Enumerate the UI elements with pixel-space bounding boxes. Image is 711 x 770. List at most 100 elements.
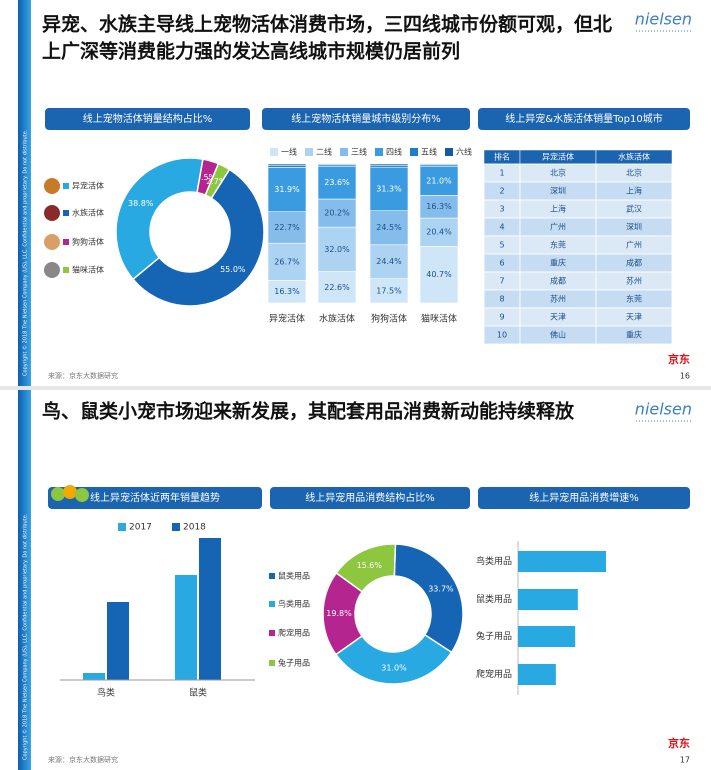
legend-label: 爬宠用品: [278, 628, 310, 638]
table-cell-text: 深圳: [550, 186, 566, 196]
legend-swatch: [305, 148, 313, 156]
side-strip: [18, 0, 31, 386]
section-header-text: 线上异宠用品消费结构占比%: [305, 491, 435, 504]
legend-label: 二线: [316, 147, 332, 157]
legend-label: 狗狗活体: [72, 237, 104, 247]
data-label: 24.5%: [376, 223, 402, 232]
bar: [175, 575, 197, 680]
pie-slice: [393, 543, 464, 654]
section-header: [262, 108, 470, 130]
legend-label: 兔子用品: [278, 658, 310, 668]
pie-slice: [335, 543, 397, 593]
section-header-text: 线上宠物活体销量结构占比%: [83, 112, 213, 125]
table-cell-text: 8: [499, 295, 504, 304]
y-tick-label: 爬宠用品: [476, 668, 512, 680]
table-header: 排名: [494, 152, 510, 162]
data-label: 20.2%: [324, 209, 350, 218]
bar: [518, 589, 578, 610]
section-header: [270, 487, 470, 509]
legend-label: 五线: [421, 147, 437, 157]
table-cell-text: 重庆: [626, 330, 642, 340]
section-header-text: 线上异宠&水族活体销量Top10城市: [505, 112, 662, 125]
logo: nielsen: [635, 10, 692, 29]
section-header: [45, 108, 250, 130]
table-cell-text: 深圳: [626, 222, 642, 232]
table-cell-text: 苏州: [626, 276, 642, 286]
bar-segment: [317, 198, 357, 228]
bar: [518, 551, 606, 572]
data-label: 17.5%: [376, 286, 402, 295]
data-label: 21.0%: [426, 176, 452, 185]
data-label: 19.8%: [326, 609, 352, 618]
data-label: 3.5%: [196, 173, 217, 182]
slide-title: 异宠、水族主导线上宠物活体消费市场，三四线城市份额可观，但北: [42, 13, 612, 36]
y-tick-label: 兔子用品: [476, 630, 512, 642]
legend-label: 异宠活体: [72, 181, 104, 191]
x-tick-label: 猫咪活体: [421, 313, 457, 325]
data-label: 26.7%: [274, 257, 300, 266]
section-header: [478, 108, 690, 130]
table-cell-text: 重庆: [550, 258, 566, 268]
legend-icon: [44, 262, 60, 278]
bar: [199, 538, 221, 680]
bar-segment: [317, 226, 357, 272]
table-cell-text: 东莞: [626, 294, 642, 304]
legend-label: 六线: [456, 147, 472, 157]
data-label: 15.6%: [357, 561, 383, 570]
legend-swatch: [269, 573, 275, 579]
side-strip: [18, 390, 31, 770]
page-number: 16: [680, 372, 690, 381]
data-label: 31.0%: [381, 663, 407, 672]
bar-segment: [369, 163, 409, 166]
legend-label: 三线: [351, 147, 367, 157]
legend-label: 2017: [129, 523, 152, 533]
legend-swatch: [410, 148, 418, 156]
table-cell-text: 东莞: [550, 240, 566, 250]
table-cell-text: 上海: [550, 204, 566, 214]
bar-segment: [317, 163, 357, 166]
bar-segment: [419, 165, 459, 196]
legend-label: 猫咪活体: [72, 265, 104, 275]
x-tick-label: 鸟类: [97, 687, 115, 699]
bar: [518, 626, 576, 647]
table-cell-text: 天津: [550, 312, 566, 322]
bar: [83, 673, 105, 680]
data-label: 31.9%: [274, 185, 300, 194]
table-cell-text: 北京: [550, 168, 566, 178]
table-cell-text: 广州: [550, 222, 566, 232]
data-label: 22.7%: [274, 223, 300, 232]
pie-slice: [334, 633, 453, 685]
legend-swatch: [63, 267, 69, 273]
table-cell-text: 成都: [550, 276, 566, 286]
legend-swatch: [270, 148, 278, 156]
data-label: 40.7%: [426, 270, 452, 279]
legend-swatch: [172, 523, 180, 531]
legend-label: 鸟类用品: [278, 599, 310, 609]
table-cell-text: 7: [499, 277, 504, 286]
section-header: [478, 487, 690, 509]
bar: [518, 664, 556, 685]
table-cell-text: 2: [499, 187, 504, 196]
legend-swatch: [269, 601, 275, 607]
table-cell-text: 苏州: [550, 294, 566, 304]
brand-logo: 京东: [668, 352, 690, 366]
pie-slice: [131, 168, 265, 307]
y-tick-label: 鼠类用品: [476, 593, 512, 605]
bar-segment: [419, 163, 459, 166]
y-tick-label: 鸟类用品: [476, 555, 512, 567]
x-tick-label: 异宠活体: [269, 313, 305, 325]
bird-icon: [75, 488, 89, 502]
data-label: 55.0%: [220, 265, 246, 274]
table-cell-text: 武汉: [626, 204, 642, 214]
legend-swatch: [375, 148, 383, 156]
data-label: 23.6%: [324, 178, 350, 187]
bar-segment: [267, 164, 307, 168]
table-cell-text: 佛山: [550, 330, 566, 340]
bar-segment: [419, 246, 459, 304]
table-cell-text: 3: [499, 205, 504, 214]
data-label: 31.3%: [376, 184, 402, 193]
data-label: 38.8%: [128, 199, 154, 208]
copyright: Copyright © 2018 The Nielsen Company (US…: [22, 513, 29, 760]
data-label: 32.0%: [324, 245, 350, 254]
